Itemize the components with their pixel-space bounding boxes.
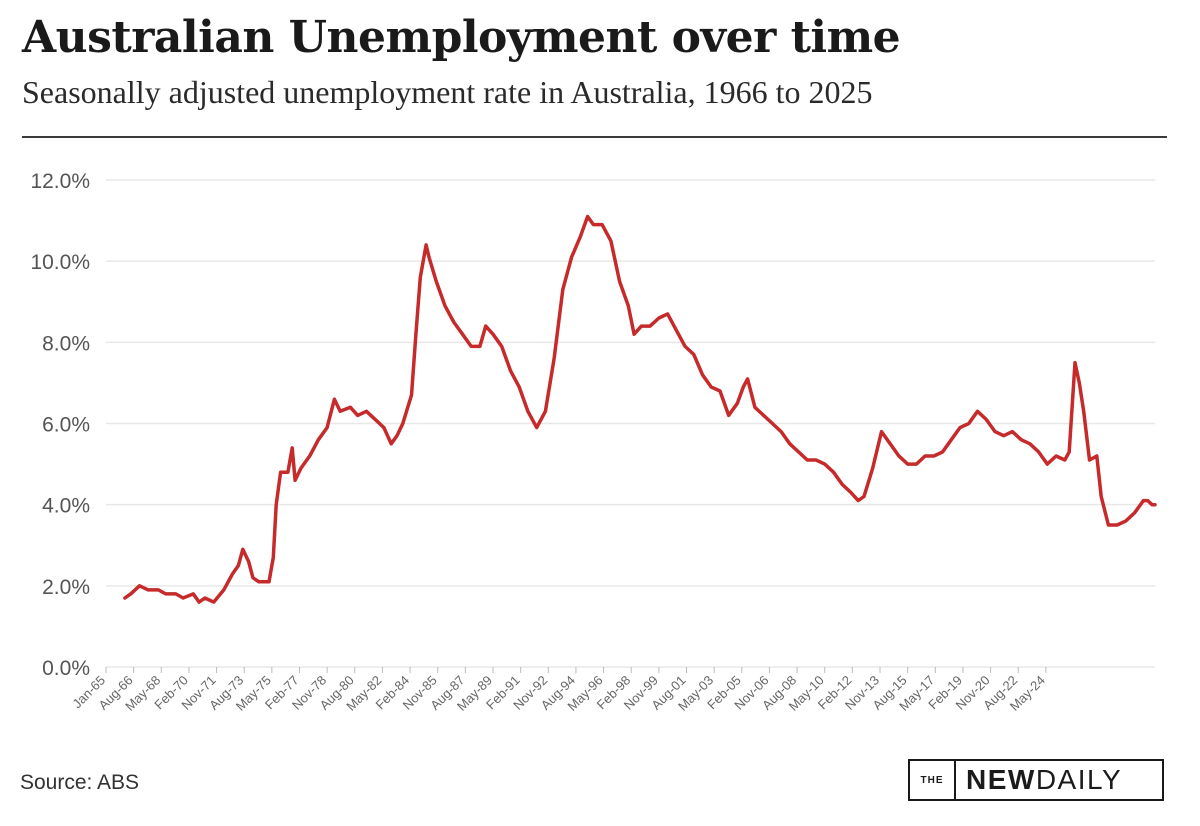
y-tick-label: 2.0% — [42, 576, 90, 599]
brand-wordmark: NEWDAILY — [956, 764, 1122, 796]
y-tick-label: 10.0% — [30, 251, 90, 274]
y-tick-label: 0.0% — [42, 657, 90, 680]
brand-logo: THE NEWDAILY — [908, 759, 1164, 801]
chart-title: Australian Unemployment over time — [22, 12, 901, 63]
header-divider — [22, 136, 1167, 138]
brand-divider — [954, 761, 956, 799]
brand-light: DAILY — [1035, 764, 1123, 795]
source-note: Source: ABS — [20, 771, 140, 794]
chart-subtitle: Seasonally adjusted unemployment rate in… — [22, 74, 873, 110]
y-tick-label: 4.0% — [42, 495, 90, 518]
y-tick-label: 12.0% — [30, 170, 90, 193]
unemployment-rate-line — [123, 214, 1157, 604]
brand-prefix: THE — [920, 774, 944, 786]
unemployment-line-chart: 0.0%2.0%4.0%6.0%8.0%10.0%12.0%Jan-65Aug-… — [30, 170, 1157, 714]
y-tick-label: 6.0% — [42, 414, 90, 437]
y-tick-label: 8.0% — [42, 332, 90, 355]
brand-bold: NEW — [966, 764, 1036, 795]
